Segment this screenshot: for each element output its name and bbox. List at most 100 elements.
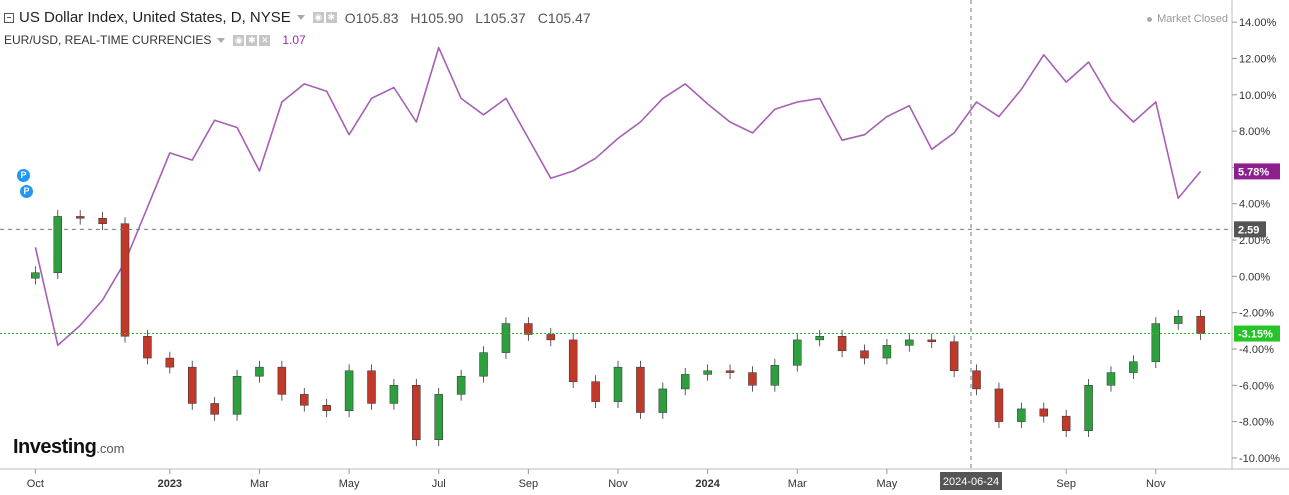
candle-body [300,394,309,406]
y-tick-label: -2.00% [1239,308,1274,320]
x-tick-label: 2023 [158,478,182,490]
candle-body [927,339,936,342]
secondary-series-header: EUR/USD, REAL-TIME CURRENCIES ◉ ✱ ✕ 1.07 [4,33,306,47]
candle-body [1084,385,1093,431]
gear-icon[interactable]: ✱ [325,12,337,23]
collapse-icon[interactable] [4,12,14,23]
candle-body [860,350,869,359]
candle-body [1106,372,1116,386]
candle-body [1196,316,1205,334]
candle-body [1173,316,1183,324]
candle-body [905,339,914,346]
candle-body [277,366,287,395]
x-tick-label: Sep [519,478,539,490]
candle-body [434,394,443,441]
close-value: C105.47 [537,9,591,26]
candle-body [501,323,511,353]
secondary-series-value: 1.07 [282,33,306,47]
candle-body [255,366,264,377]
candle-body [591,381,600,402]
status-dot-icon [1147,16,1153,22]
candle-body [1151,323,1161,362]
gear-icon[interactable]: ✱ [246,34,258,46]
logo-brand: Investing [13,436,97,458]
crosshair-price-badge [1234,221,1266,238]
candle-body [882,345,892,359]
open-value: O105.83 [344,9,399,26]
candle-body [546,334,556,341]
high-value: H105.90 [410,9,464,26]
ohlc-values: O105.83 H105.90 L105.37 C105.47 [345,10,599,26]
candle-body [680,374,690,390]
candle-body [232,375,242,415]
candle-body [837,336,847,352]
eye-icon[interactable]: ◉ [312,12,324,23]
candle-body [210,403,219,415]
candle-body [1039,408,1049,417]
candle-body [322,405,331,411]
y-tick-label: 10.00% [1239,90,1277,102]
candle-body [1061,415,1071,431]
logo-domain: .com [96,441,125,456]
candle-body [636,366,645,413]
event-marker-p-icon[interactable]: P [20,185,33,198]
main-series-header: US Dollar Index, United States, D, NYSE … [4,9,599,26]
candle-body [165,357,175,368]
eur-usd-line [34,46,1202,347]
x-tick-label: 2024 [695,478,720,490]
x-tick-label: Nov [1146,478,1166,490]
candle-body [389,385,399,404]
x-tick-label: Mar [250,478,269,490]
crosshair-date-label: 2024-06-24 [943,476,999,488]
candle-body [703,370,712,375]
candle-body [725,370,735,373]
candle-body [949,341,959,372]
candle-body [143,336,152,359]
market-status-label: Market Closed [1157,13,1228,25]
candle-body [456,375,466,395]
y-tick-label: -8.00% [1239,417,1274,429]
low-value: L105.37 [475,9,526,26]
candle-body [1017,408,1026,422]
candle-body [613,366,623,402]
candle-body [972,370,981,390]
candle-body [994,388,1004,422]
x-tick-label: Jul [432,478,446,490]
candle-body [98,218,107,224]
y-tick-label: -6.00% [1239,380,1274,392]
series-dropdown-icon[interactable] [296,15,305,20]
candle-body [815,336,824,341]
y-tick-label: 12.00% [1239,53,1277,65]
x-tick-label: Mar [788,478,807,490]
candle-body [479,352,488,377]
last-price-label: -3.15% [1238,329,1273,341]
secondary-series-title: EUR/USD, REAL-TIME CURRENCIES [4,33,212,47]
candle-body [187,366,197,404]
candle-body [120,223,130,337]
candle-body [367,370,376,404]
candle-body [568,339,578,382]
y-tick-label: -10.00% [1239,453,1280,465]
y-tick-label: -4.00% [1239,344,1274,356]
candle-body [770,365,780,386]
secondary-dropdown-icon[interactable] [217,37,226,43]
x-tick-label: Sep [1056,478,1076,490]
close-icon[interactable]: ✕ [259,34,271,46]
y-tick-label: 4.00% [1239,199,1270,211]
candle-body [1129,361,1138,373]
candle-body [53,216,63,273]
candle-body [793,339,802,366]
y-tick-label: 8.00% [1239,126,1270,138]
x-tick-label: May [877,478,898,490]
candle-body [344,370,354,411]
event-marker-p-icon[interactable]: P [17,169,30,182]
candle-body [75,216,85,219]
x-tick-label: Nov [608,478,628,490]
eye-icon[interactable]: ◉ [233,34,245,46]
candle-body [524,323,533,335]
main-series-title: US Dollar Index, United States, D, NYSE [19,9,291,26]
eur-last-badge [1234,163,1280,180]
x-tick-label: Oct [27,478,44,490]
candle-body [31,272,40,279]
